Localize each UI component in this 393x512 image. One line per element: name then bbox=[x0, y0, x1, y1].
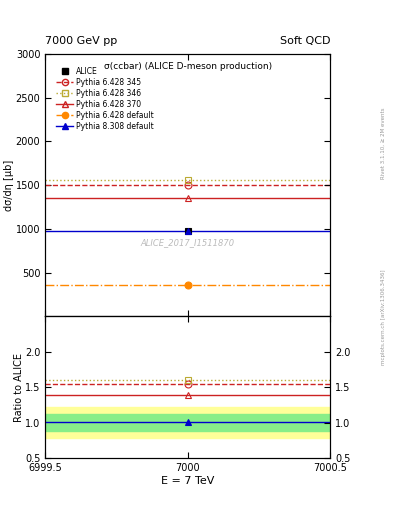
Text: 7000 GeV pp: 7000 GeV pp bbox=[45, 36, 118, 46]
Y-axis label: dσ/dη [μb]: dσ/dη [μb] bbox=[4, 159, 14, 210]
Legend: ALICE, Pythia 6.428 345, Pythia 6.428 346, Pythia 6.428 370, Pythia 6.428 defaul: ALICE, Pythia 6.428 345, Pythia 6.428 34… bbox=[55, 66, 155, 132]
Y-axis label: Ratio to ALICE: Ratio to ALICE bbox=[14, 353, 24, 422]
Text: mcplots.cern.ch [arXiv:1306.3436]: mcplots.cern.ch [arXiv:1306.3436] bbox=[381, 270, 386, 365]
Text: Rivet 3.1.10, ≥ 2M events: Rivet 3.1.10, ≥ 2M events bbox=[381, 108, 386, 179]
Text: ALICE_2017_I1511870: ALICE_2017_I1511870 bbox=[141, 238, 235, 247]
Text: Soft QCD: Soft QCD bbox=[280, 36, 330, 46]
X-axis label: E = 7 TeV: E = 7 TeV bbox=[161, 476, 214, 486]
Bar bbox=[45, 414, 330, 431]
Text: σ(ccbar) (ALICE D-meson production): σ(ccbar) (ALICE D-meson production) bbox=[104, 61, 272, 71]
Bar bbox=[45, 407, 330, 438]
